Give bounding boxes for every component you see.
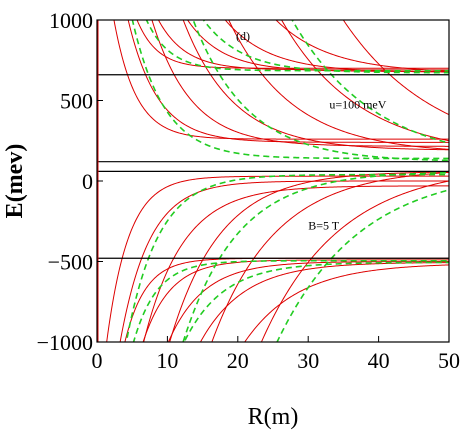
u-label: u=100 meV <box>329 98 386 112</box>
panel-label: (d) <box>236 29 250 43</box>
series-dashed-28 <box>125 173 449 342</box>
series-solid-4 <box>275 20 449 72</box>
series-dashed-25 <box>131 20 449 160</box>
y-tick-label-3: 500 <box>60 89 93 114</box>
series-solid-22 <box>244 264 449 342</box>
series-solid-17 <box>260 180 449 342</box>
y-tick-label-2: 0 <box>82 169 93 194</box>
series-solid-7 <box>151 20 449 147</box>
reference-line-layer <box>97 20 449 342</box>
y-tick-label-0: −1000 <box>37 330 93 355</box>
series-dashed-29 <box>182 171 449 342</box>
series-solid-14 <box>143 185 449 342</box>
y-tick-label-1: −500 <box>48 250 93 275</box>
series-solid-9 <box>228 20 449 150</box>
x-tick-label-1: 10 <box>156 348 178 373</box>
series-solid-2 <box>187 20 449 72</box>
series-solid-0 <box>136 20 449 69</box>
curve-layer <box>106 20 449 342</box>
series-dashed-31 <box>132 259 449 342</box>
series-dashed-32 <box>183 261 449 342</box>
series-solid-11 <box>342 20 449 116</box>
series-solid-12 <box>106 175 449 342</box>
series-solid-20 <box>167 261 449 342</box>
series-solid-1 <box>157 20 449 71</box>
x-tick-label-5: 50 <box>438 348 460 373</box>
series-dashed-24 <box>202 20 449 74</box>
series-solid-15 <box>169 171 449 342</box>
y-axis-title: E(mev) <box>2 144 28 219</box>
x-tick-label-3: 30 <box>297 348 319 373</box>
series-solid-3 <box>224 20 449 73</box>
x-tick-label-0: 0 <box>92 348 103 373</box>
tick-layer: 0 10 20 30 40 50 −1000 −500 0 500 1000 <box>37 8 460 373</box>
series-solid-10 <box>281 20 449 142</box>
x-tick-label-2: 20 <box>227 348 249 373</box>
series-dashed-30 <box>276 189 449 342</box>
y-tick-label-4: 1000 <box>49 8 93 33</box>
series-solid-13 <box>119 180 449 342</box>
series-dashed-23 <box>145 20 449 72</box>
series-solid-5 <box>113 20 449 140</box>
series-solid-8 <box>182 20 449 151</box>
x-axis-title: R(m) <box>248 404 299 430</box>
x-tick-label-4: 40 <box>368 348 390 373</box>
series-solid-6 <box>127 20 449 143</box>
series-solid-16 <box>211 171 449 342</box>
b-label: B=5 T <box>308 218 340 232</box>
